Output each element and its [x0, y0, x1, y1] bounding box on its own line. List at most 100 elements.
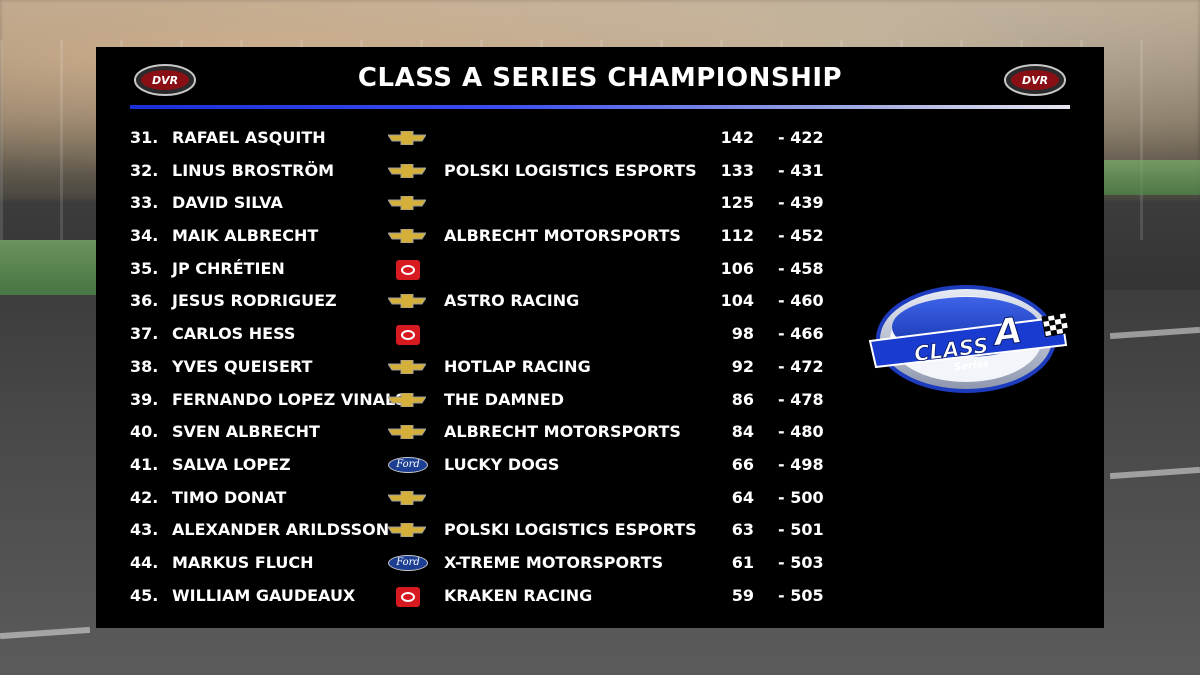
points-gap: - 478: [778, 389, 824, 409]
chevrolet-icon: [388, 391, 428, 410]
driver-name: ALEXANDER ARILDSSON: [172, 520, 390, 540]
team-name: LUCKY DOGS: [444, 454, 560, 474]
driver-name: LINUS BROSTRÖM: [172, 160, 335, 180]
points: 59: [731, 585, 754, 605]
driver-name: CARLOS HESS: [172, 324, 296, 344]
toyota-icon: [388, 325, 428, 346]
driver-name: JESUS RODRIGUEZ: [172, 291, 337, 311]
table-row: 35. JP CHRÉTIEN 106 - 458: [96, 253, 1104, 286]
driver-name: SVEN ALBRECHT: [172, 422, 320, 442]
table-row: 42. TIMO DONAT 64 - 500: [96, 482, 1104, 515]
position: 45.: [130, 585, 159, 605]
points: 106: [720, 258, 754, 278]
points-gap: - 460: [778, 291, 824, 311]
toyota-icon: [388, 259, 428, 280]
team-name: HOTLAP RACING: [444, 356, 591, 376]
position: 41.: [130, 454, 159, 474]
chevrolet-icon: [388, 521, 428, 540]
table-row: 43. ALEXANDER ARILDSSON POLSKI LOGISTICS…: [96, 514, 1104, 547]
points: 61: [731, 552, 754, 572]
points-gap: - 466: [778, 324, 824, 344]
ford-icon: Ford: [388, 456, 428, 475]
team-name: THE DAMNED: [444, 389, 564, 409]
points: 125: [720, 193, 754, 213]
driver-name: TIMO DONAT: [172, 487, 287, 507]
background-wall-left: [0, 240, 96, 295]
series-logo-sub: Series: [954, 358, 990, 373]
points-gap: - 431: [778, 160, 824, 180]
driver-name: YVES QUEISERT: [172, 356, 313, 376]
table-row: 38. YVES QUEISERT HOTLAP RACING 92 - 472: [96, 351, 1104, 384]
team-name: POLSKI LOGISTICS ESPORTS: [444, 520, 697, 540]
table-row: 31. RAFAEL ASQUITH 142 - 422: [96, 122, 1104, 155]
driver-name: MARKUS FLUCH: [172, 552, 314, 572]
position: 33.: [130, 193, 159, 213]
toyota-icon: [388, 586, 428, 607]
driver-name: WILLIAM GAUDEAUX: [172, 585, 356, 605]
points: 112: [720, 226, 754, 246]
standings-table: 31. RAFAEL ASQUITH 142 - 422 32. LINUS B…: [96, 122, 1104, 612]
table-row: 32. LINUS BROSTRÖM POLSKI LOGISTICS ESPO…: [96, 155, 1104, 188]
chevrolet-icon: [388, 162, 428, 181]
points: 92: [731, 356, 754, 376]
driver-name: SALVA LOPEZ: [172, 454, 291, 474]
league-logo-right: DVR: [1004, 64, 1066, 96]
chevrolet-icon: [388, 227, 428, 246]
series-logo-letter: A: [989, 310, 1025, 354]
points-gap: - 501: [778, 520, 824, 540]
points: 98: [731, 324, 754, 344]
position: 36.: [130, 291, 159, 311]
table-row: 40. SVEN ALBRECHT ALBRECHT MOTORSPORTS 8…: [96, 416, 1104, 449]
chevrolet-icon: [388, 489, 428, 508]
team-name: ALBRECHT MOTORSPORTS: [444, 422, 681, 442]
points-gap: - 472: [778, 356, 824, 376]
points-gap: - 500: [778, 487, 824, 507]
points-gap: - 480: [778, 422, 824, 442]
position: 35.: [130, 258, 159, 278]
table-row: 33. DAVID SILVA 125 - 439: [96, 187, 1104, 220]
points-gap: - 452: [778, 226, 824, 246]
table-row: 37. CARLOS HESS 98 - 466: [96, 318, 1104, 351]
points-gap: - 503: [778, 552, 824, 572]
driver-name: FERNANDO LOPEZ VINALS: [172, 389, 407, 409]
position: 32.: [130, 160, 159, 180]
position: 39.: [130, 389, 159, 409]
chevrolet-icon: [388, 358, 428, 377]
table-row: 39. FERNANDO LOPEZ VINALS THE DAMNED 86 …: [96, 384, 1104, 417]
points-gap: - 422: [778, 128, 824, 147]
standings-panel: DVR CLASS A SERIES CHAMPIONSHIP DVR 31. …: [96, 47, 1104, 628]
position: 38.: [130, 356, 159, 376]
chevrolet-icon: [388, 129, 428, 148]
points-gap: - 439: [778, 193, 824, 213]
table-row: 36. JESUS RODRIGUEZ ASTRO RACING 104 - 4…: [96, 285, 1104, 318]
points: 142: [720, 128, 754, 147]
team-name: X-TREME MOTORSPORTS: [444, 552, 664, 572]
points: 104: [720, 291, 754, 311]
chevrolet-icon: [388, 292, 428, 311]
table-row: 45. WILLIAM GAUDEAUX KRAKEN RACING 59 - …: [96, 580, 1104, 613]
points: 63: [731, 520, 754, 540]
position: 42.: [130, 487, 159, 507]
driver-name: JP CHRÉTIEN: [172, 258, 285, 278]
background-wall-right: [1104, 160, 1200, 195]
team-name: POLSKI LOGISTICS ESPORTS: [444, 160, 697, 180]
driver-name: DAVID SILVA: [172, 193, 283, 213]
team-name: ASTRO RACING: [444, 291, 580, 311]
driver-name: MAIK ALBRECHT: [172, 226, 319, 246]
points: 66: [731, 454, 754, 474]
table-row: 34. MAIK ALBRECHT ALBRECHT MOTORSPORTS 1…: [96, 220, 1104, 253]
team-name: ALBRECHT MOTORSPORTS: [444, 226, 681, 246]
table-row: 41. SALVA LOPEZ Ford LUCKY DOGS 66 - 498: [96, 449, 1104, 482]
position: 44.: [130, 552, 159, 572]
points: 86: [731, 389, 754, 409]
chevrolet-icon: [388, 194, 428, 213]
ford-icon: Ford: [388, 554, 428, 573]
page-title: CLASS A SERIES CHAMPIONSHIP: [357, 63, 843, 93]
position: 40.: [130, 422, 159, 442]
position: 37.: [130, 324, 159, 344]
position: 34.: [130, 226, 159, 246]
points: 133: [720, 160, 754, 180]
table-row: 44. MARKUS FLUCH Ford X-TREME MOTORSPORT…: [96, 547, 1104, 580]
points: 84: [731, 422, 754, 442]
points: 64: [731, 487, 754, 507]
